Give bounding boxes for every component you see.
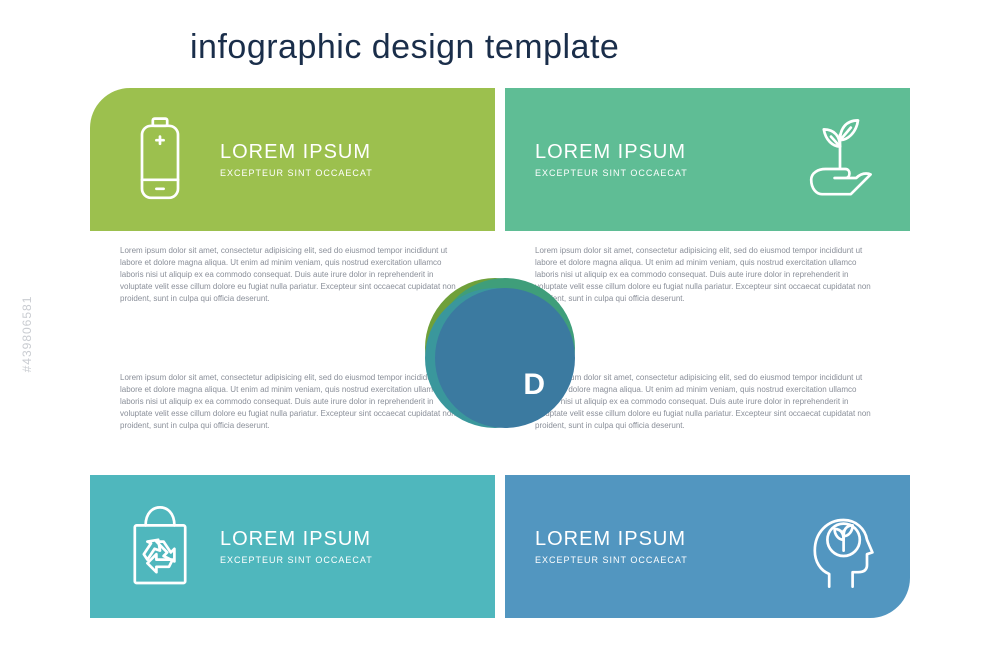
card-b-subheading: EXCEPTEUR SINT OCCAECAT [535,168,780,178]
hand-plant-icon [800,115,880,205]
infographic-grid: LOREM IPSUM EXCEPTEUR SINT OCCAECAT Lore… [90,88,910,618]
card-c-colored: LOREM IPSUM EXCEPTEUR SINT OCCAECAT [90,475,495,618]
card-c-heading: LOREM IPSUM [220,528,465,551]
card-a: LOREM IPSUM EXCEPTEUR SINT OCCAECAT Lore… [90,88,495,348]
card-c-text: LOREM IPSUM EXCEPTEUR SINT OCCAECAT [220,528,465,565]
card-d: Lorem ipsum dolor sit amet, consectetur … [505,358,910,618]
recycle-bag-icon [120,502,200,592]
card-a-heading: LOREM IPSUM [220,141,465,164]
card-a-subheading: EXCEPTEUR SINT OCCAECAT [220,168,465,178]
card-a-text: LOREM IPSUM EXCEPTEUR SINT OCCAECAT [220,141,465,178]
card-d-colored: LOREM IPSUM EXCEPTEUR SINT OCCAECAT [505,475,910,618]
head-leaf-icon [800,502,880,592]
card-d-subheading: EXCEPTEUR SINT OCCAECAT [535,555,780,565]
card-b-colored: LOREM IPSUM EXCEPTEUR SINT OCCAECAT [505,88,910,231]
card-c: Lorem ipsum dolor sit amet, consectetur … [90,358,495,618]
card-d-heading: LOREM IPSUM [535,528,780,551]
card-b-heading: LOREM IPSUM [535,141,780,164]
watermark: #439806581 [20,295,34,372]
battery-icon [120,115,200,205]
card-a-colored: LOREM IPSUM EXCEPTEUR SINT OCCAECAT [90,88,495,231]
card-d-letter: D [523,368,545,402]
card-c-subheading: EXCEPTEUR SINT OCCAECAT [220,555,465,565]
page-title: infographic design template [190,28,619,67]
card-d-text: LOREM IPSUM EXCEPTEUR SINT OCCAECAT [535,528,780,565]
card-b: LOREM IPSUM EXCEPTEUR SINT OCCAECAT Lore… [505,88,910,348]
card-d-tab: D [435,288,575,428]
card-b-text: LOREM IPSUM EXCEPTEUR SINT OCCAECAT [535,141,780,178]
